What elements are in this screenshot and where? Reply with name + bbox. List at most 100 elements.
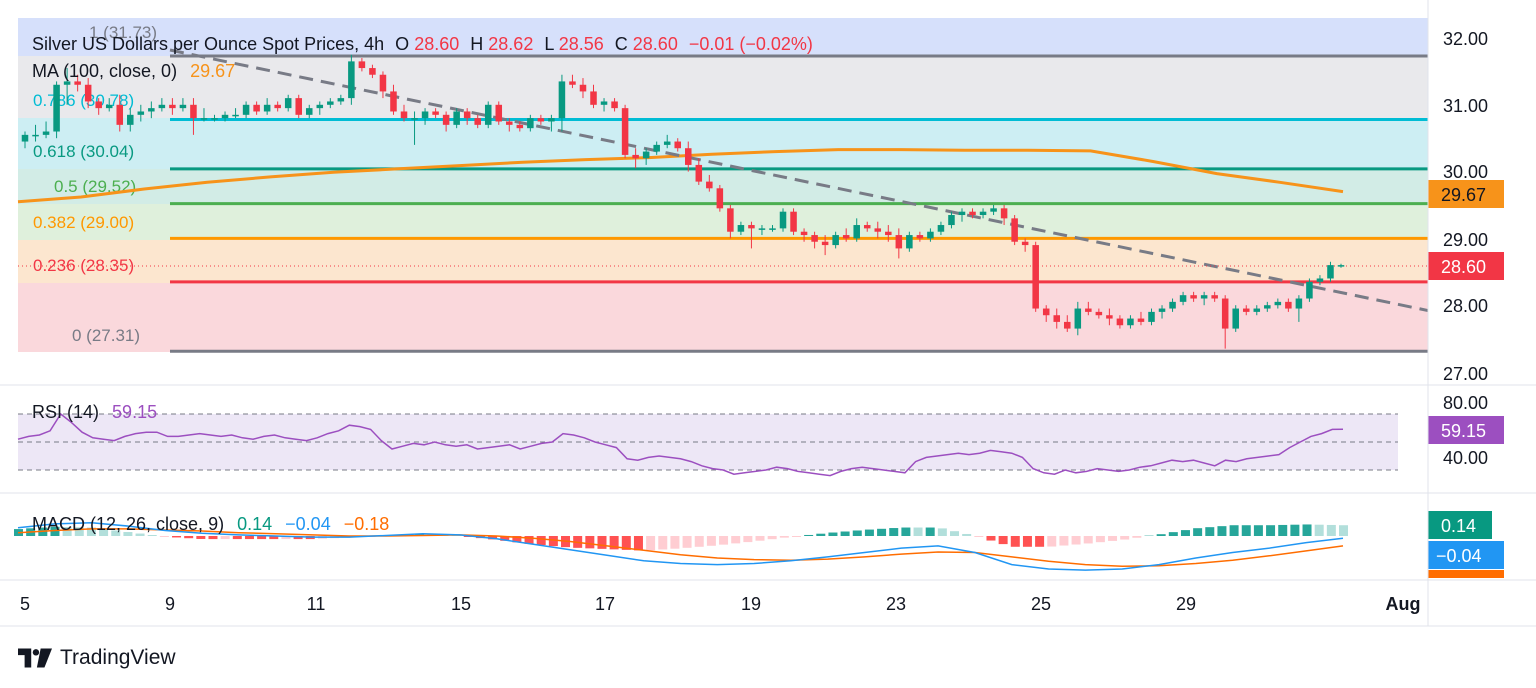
- macd-lines: [17, 522, 1344, 571]
- candle-body: [474, 118, 481, 125]
- macd-hist-bar: [597, 536, 607, 549]
- macd-hist-bar: [293, 536, 303, 540]
- time-tick: 11: [307, 594, 326, 614]
- macd-hist-bar: [1339, 525, 1348, 536]
- candle-body: [1158, 308, 1166, 312]
- brand-name: TradingView: [60, 646, 176, 669]
- candle-body: [211, 118, 218, 120]
- candle-body: [105, 104, 113, 109]
- macd-hist-bar: [548, 536, 558, 547]
- candle-body: [84, 84, 92, 102]
- macd-hist-bar: [1168, 532, 1178, 536]
- candle-body: [906, 235, 913, 249]
- chart-title: Silver US Dollars per Ounce Spot Prices,…: [32, 34, 384, 54]
- macd-hist-bar: [840, 531, 850, 536]
- candle-body: [1064, 321, 1071, 329]
- rsi-legend-value: 59.15: [112, 402, 157, 422]
- fib-zone-786-618: [18, 118, 1428, 169]
- time-axis[interactable]: 5 9 11 15 17 19 23 25 29 Aug: [0, 0, 1536, 627]
- candle-body: [263, 104, 271, 112]
- candle-body: [1190, 295, 1197, 299]
- macd-hist-bar: [1022, 536, 1032, 547]
- candle-body: [200, 118, 208, 120]
- ma-legend-value: 29.67: [190, 61, 235, 81]
- svg-text:MA (100, close, 0) 29.67: MA (100, close, 0) 29.67: [32, 61, 235, 81]
- candle-body: [800, 231, 808, 236]
- rsi-axis-tick: 80.00: [1443, 393, 1488, 413]
- candle-body: [400, 111, 408, 119]
- candle-body: [1327, 265, 1334, 279]
- candle-body: [695, 164, 703, 182]
- candle-body: [600, 101, 608, 105]
- macd-hist-bar: [743, 536, 753, 543]
- macd-hist-bar: [986, 536, 996, 541]
- candle-body: [990, 208, 997, 212]
- macd-hist-bar: [816, 533, 826, 536]
- candle-body: [148, 108, 155, 112]
- macd-hist-bar: [1095, 536, 1105, 543]
- macd-hist-bar: [74, 527, 84, 536]
- candle-body: [927, 231, 934, 239]
- candle-body: [1085, 308, 1092, 312]
- candle-body: [716, 188, 724, 209]
- candle-body: [116, 104, 124, 125]
- candle-body: [590, 91, 597, 105]
- macd-hist-bar: [1314, 524, 1324, 536]
- candles: [21, 54, 1345, 349]
- open-label: O: [395, 34, 409, 54]
- candle-body: [1306, 281, 1313, 299]
- macd-hist-bar: [925, 527, 935, 536]
- candle-body: [1127, 318, 1134, 326]
- candle-body: [432, 111, 439, 115]
- macd-hist-bar: [1071, 536, 1081, 545]
- tradingview-brand[interactable]: TradingView: [18, 644, 176, 672]
- time-tick: Aug: [1386, 594, 1421, 614]
- candle-body: [369, 68, 376, 75]
- candle-body: [874, 228, 882, 232]
- macd-hist-bar: [864, 529, 874, 536]
- macd-legend-macd: −0.04: [285, 514, 331, 534]
- price-tick: 30.00: [1443, 162, 1488, 182]
- candle-body: [969, 211, 976, 216]
- macd-hist-badge: [1428, 511, 1492, 539]
- macd-hist-bar: [208, 536, 218, 540]
- candle-body: [706, 181, 713, 189]
- candle-body: [1337, 265, 1345, 267]
- fib-zone-1-786: [18, 56, 1428, 118]
- macd-hist-bar: [220, 536, 230, 540]
- candle-body: [674, 141, 681, 149]
- candle-body: [442, 114, 450, 125]
- macd-hist-bar: [913, 527, 923, 536]
- candle-body: [853, 225, 860, 239]
- macd-hist-bar: [123, 532, 133, 536]
- candle-body: [758, 228, 766, 230]
- candle-body: [1042, 308, 1050, 316]
- candle-body: [253, 104, 260, 112]
- macd-hist-bar: [281, 536, 291, 540]
- macd-hist-bar: [937, 528, 947, 536]
- price-axis[interactable]: 32.00 31.00 30.00 29.00 28.00 27.00 29.6…: [1428, 29, 1504, 384]
- candle-body: [642, 151, 650, 159]
- candle-body: [95, 101, 102, 109]
- ma-100-line: [17, 148, 1344, 204]
- macd-hist-bar: [646, 536, 656, 551]
- candle-body: [242, 104, 250, 115]
- macd-line-badge-text: −0.04: [1436, 546, 1482, 566]
- candle-body: [1000, 208, 1008, 219]
- candle-body: [885, 231, 892, 236]
- candle-body: [63, 81, 71, 85]
- ma-100-path: [17, 148, 1344, 204]
- rsi-axis-tick: 40.00: [1443, 448, 1488, 468]
- candle-body: [611, 101, 618, 109]
- macd-hist-bar: [852, 530, 862, 536]
- macd-hist-bar: [670, 536, 680, 549]
- candle-body: [348, 61, 355, 99]
- macd-signal-path: [17, 528, 1344, 568]
- candle-body: [632, 154, 639, 159]
- time-tick: 19: [741, 594, 761, 614]
- macd-hist-bar: [1205, 527, 1215, 536]
- ma-price-badge-text: 29.67: [1441, 185, 1486, 205]
- rsi-badge-text: 59.15: [1441, 421, 1486, 441]
- macd-hist-bar: [609, 536, 619, 550]
- candle-body: [316, 104, 324, 109]
